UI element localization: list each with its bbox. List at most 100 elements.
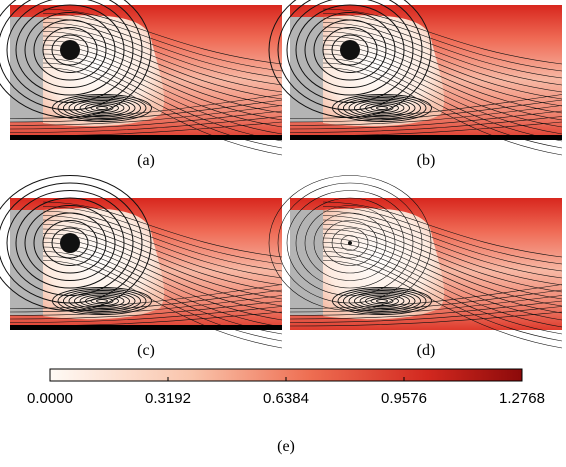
vortex-line: [57, 288, 147, 314]
streamline: [9, 289, 283, 313]
vortex-line: [63, 97, 141, 119]
streamline: [322, 219, 563, 286]
streamline: [42, 22, 283, 86]
streamline: [42, 251, 283, 335]
vortex-line: [277, 182, 423, 304]
vortex-line: [332, 94, 432, 122]
streamline: [42, 13, 283, 72]
vortex-line: [340, 235, 360, 251]
wall: [290, 135, 562, 140]
vortex-line: [268, 175, 432, 311]
colorbar-caption: (e): [277, 438, 295, 455]
vortex-line: [51, 227, 89, 259]
vortex-line: [57, 95, 147, 121]
streamline: [42, 224, 283, 293]
streamline: [322, 58, 563, 142]
streamline: [42, 35, 283, 107]
flow-panel: [0, 175, 283, 349]
flow-panel: [0, 0, 283, 156]
streamline: [322, 215, 563, 279]
streamline: [9, 105, 283, 126]
streamline: [9, 110, 283, 130]
streamline: [42, 201, 283, 258]
vortex-line: [337, 288, 427, 314]
streamline: [322, 31, 563, 100]
vortex-line: [331, 34, 369, 66]
panel-label: (c): [137, 342, 155, 359]
vortex-line: [332, 287, 432, 315]
vortex-line: [313, 212, 387, 274]
wall: [10, 325, 282, 330]
streamline: [289, 99, 563, 123]
colorbar-tick-label: 0.6384: [263, 390, 309, 407]
vortex-line: [96, 299, 108, 303]
streamline: [42, 8, 283, 65]
streamline: [9, 94, 283, 119]
colorbar-tick-label: 0.9576: [381, 390, 427, 407]
streamline: [322, 246, 563, 328]
streamline: [9, 116, 283, 133]
vortex-line: [51, 34, 89, 66]
vortex-line: [313, 19, 387, 81]
vortex-line: [79, 101, 125, 115]
vortex-line: [337, 95, 427, 121]
vortex-line: [24, 205, 116, 281]
panel-label: (d): [417, 342, 436, 359]
streamline: [9, 284, 283, 309]
streamline: [289, 295, 563, 316]
streamline: [42, 58, 283, 142]
streamline: [289, 311, 563, 327]
vortex-line: [359, 294, 405, 308]
vortex-line: [74, 100, 130, 116]
vortex-line: [359, 101, 405, 115]
vortex-line: [52, 94, 152, 122]
flow-panel: [268, 0, 563, 156]
streamline: [322, 233, 563, 307]
vortex-line: [74, 293, 130, 309]
vortex-line: [348, 98, 416, 118]
vortex-line: [304, 12, 396, 88]
vortex-line: [0, 182, 143, 304]
streamline: [289, 284, 563, 309]
vortex-line: [79, 294, 125, 308]
streamline: [42, 67, 283, 156]
panel-label: (a): [137, 152, 155, 169]
vortex-line: [42, 27, 98, 73]
vortex-line: [268, 0, 432, 118]
streamline: [289, 110, 563, 130]
vortex-line: [68, 98, 136, 118]
vortex-line: [15, 197, 125, 289]
streamline: [42, 219, 283, 286]
streamline: [9, 295, 283, 316]
vortex-line: [354, 293, 410, 309]
streamline: [322, 13, 563, 72]
streamline: [322, 35, 563, 107]
step-block: [290, 210, 323, 315]
vortex-core: [60, 233, 80, 253]
vortex-line: [343, 97, 421, 119]
streamline: [42, 260, 283, 349]
vortex-core: [348, 241, 352, 245]
colorbar-tick-label: 0.0000: [27, 390, 73, 407]
streamline: [322, 206, 563, 265]
streamline: [322, 251, 563, 335]
vortex-line: [33, 212, 107, 274]
streamline: [289, 306, 563, 323]
vortex-line: [0, 0, 152, 118]
streamline: [289, 289, 563, 313]
vortex-line: [33, 19, 107, 81]
step-block: [10, 210, 43, 315]
streamline: [289, 300, 563, 320]
streamline: [42, 255, 283, 342]
vortex-line: [24, 12, 116, 88]
streamline: [289, 94, 563, 119]
vortex-line: [15, 4, 125, 96]
streamline: [42, 31, 283, 100]
colorbar-tick-label: 0.3192: [145, 390, 191, 407]
step-block: [290, 17, 323, 122]
vortex-line: [295, 197, 405, 289]
vortex-line: [354, 100, 410, 116]
flow-panel: [268, 175, 563, 349]
streamline: [322, 22, 563, 86]
